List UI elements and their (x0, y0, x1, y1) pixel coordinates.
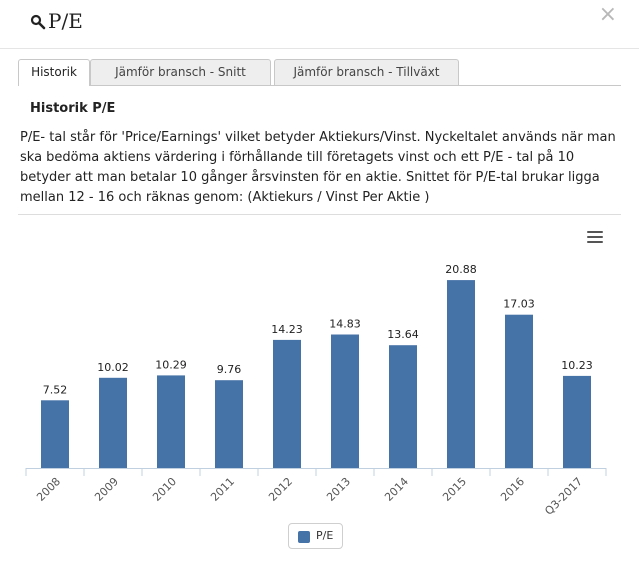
data-label-2010: 10.29 (155, 358, 187, 371)
hamburger-menu-icon[interactable] (585, 229, 605, 245)
x-tick-label-2010: 2010 (150, 475, 179, 504)
x-tick-label-2011: 2011 (208, 475, 237, 504)
tab-bar-divider (18, 85, 621, 86)
x-tick-label-2012: 2012 (266, 475, 295, 504)
search-icon (30, 14, 46, 30)
data-label-2009: 10.02 (97, 361, 129, 374)
bar-2012[interactable] (273, 339, 301, 468)
bar-2010[interactable] (157, 375, 185, 468)
x-tick-label-2016: 2016 (498, 475, 527, 504)
data-label-2014: 13.64 (387, 328, 419, 341)
data-label-2011: 9.76 (217, 363, 242, 376)
header-divider (0, 48, 639, 49)
data-label-2008: 7.52 (43, 383, 68, 396)
bar-2013[interactable] (331, 334, 359, 469)
pe-description: P/E- tal står för 'Price/Earnings' vilke… (20, 130, 616, 205)
x-tick-label-2015: 2015 (440, 475, 469, 504)
legend-swatch (298, 531, 310, 543)
legend-label: P/E (316, 529, 334, 542)
tab-jamfor-bransch-snitt[interactable]: Jämför bransch - Snitt (90, 59, 271, 85)
bar-2015[interactable] (447, 280, 475, 468)
bar-2009[interactable] (99, 377, 127, 468)
dialog-header: P/E × (0, 0, 639, 46)
tab-historik[interactable]: Historik (18, 59, 90, 86)
x-tick-label-2014: 2014 (382, 475, 411, 504)
data-label-2012: 14.23 (271, 323, 303, 336)
bar-2016[interactable] (505, 314, 533, 468)
close-icon[interactable]: × (598, 2, 617, 27)
bar-2011[interactable] (215, 380, 243, 468)
x-tick-label-2013: 2013 (324, 475, 353, 504)
data-label-2016: 17.03 (503, 298, 535, 311)
bar-Q3-2017[interactable] (563, 375, 591, 468)
pe-bar-chart: 7.52 10.02 10.29 9.76 14.23 14.83 13.64 20.88 17… (25, 263, 607, 518)
data-label-2013: 14.83 (329, 318, 361, 331)
data-label-2015: 20.88 (445, 263, 477, 276)
description-divider (18, 214, 621, 215)
x-tick-label-2008: 2008 (34, 475, 63, 504)
dialog-title: P/E (48, 9, 83, 33)
x-tick-label-Q3-2017: Q3-2017 (542, 475, 585, 518)
tab-jamfor-bransch-tillvaxt[interactable]: Jämför bransch - Tillväxt (274, 59, 459, 85)
data-label-Q3-2017: 10.23 (561, 359, 593, 372)
legend-item-pe[interactable]: P/E (288, 523, 343, 549)
panel-title: Historik P/E (30, 101, 116, 116)
x-tick-label-2009: 2009 (92, 475, 121, 504)
bar-2008[interactable] (41, 400, 69, 468)
bar-2014[interactable] (389, 345, 417, 468)
